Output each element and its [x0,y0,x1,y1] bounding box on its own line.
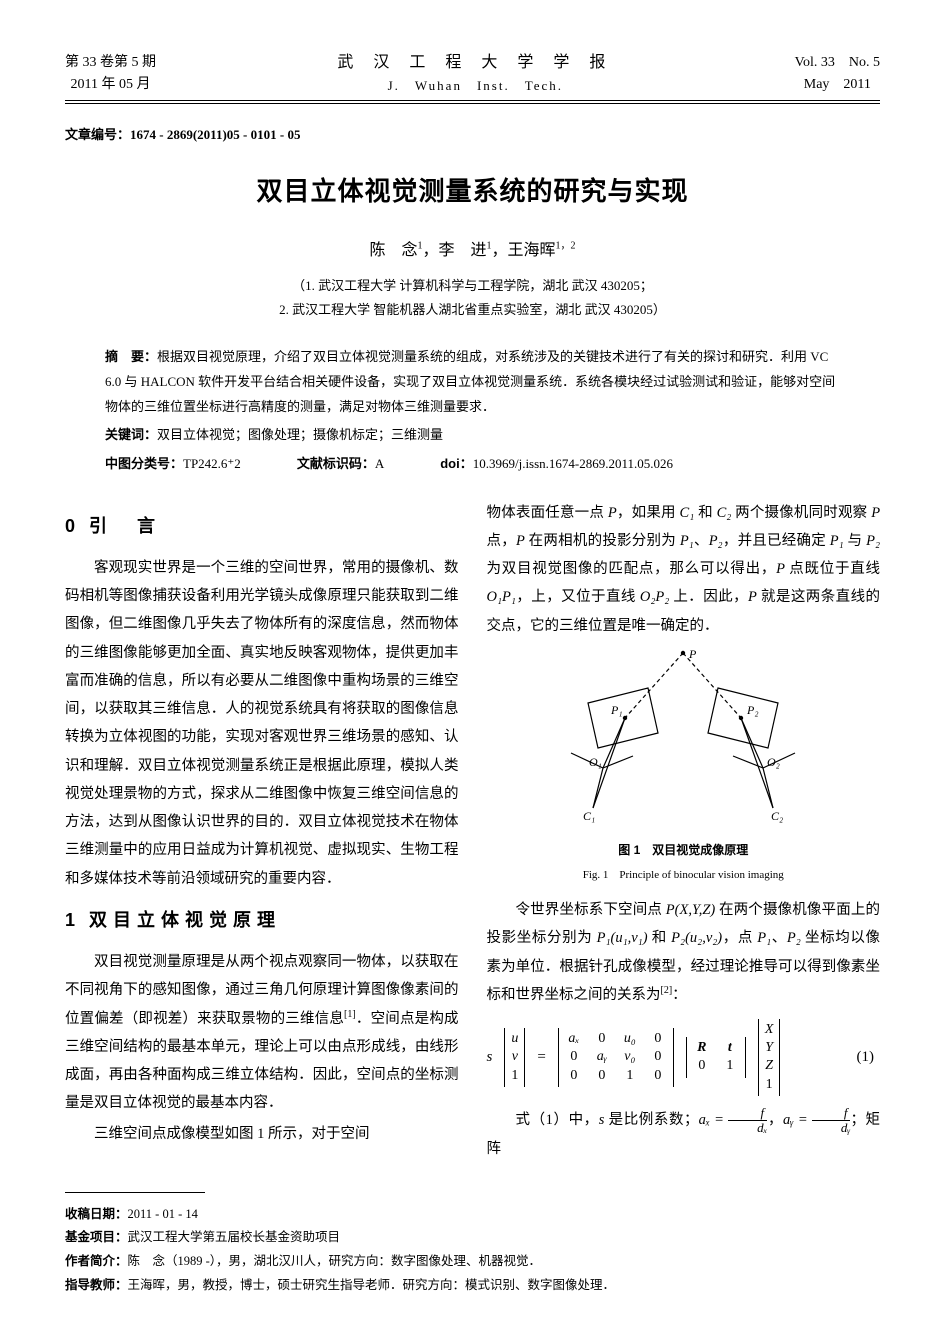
s1-paragraph-1: 双目视觉测量原理是从两个视点观察同一物体，以获取在不同视角下的感知图像，通过三角… [65,948,459,1118]
section-0-head: 0引 言 [65,509,459,544]
header-center: 武 汉 工 程 大 学 学 报 J. Wuhan Inst. Tech. [337,50,613,96]
affiliation-2: 2. 武汉工程大学 智能机器人湖北省重点实验室，湖北 武汉 430205） [65,298,880,321]
page-root: 第 33 卷第 5 期 2011 年 05 月 武 汉 工 程 大 学 学 报 … [0,0,945,1338]
eq1-s: s [487,1043,493,1072]
vol-issue-en: Vol. 33 No. 5 [795,52,880,74]
eq1-uv-vector: u v 1 [504,1028,525,1087]
keywords-row: 关键词：双目立体视觉；图像处理；摄像机标定；三维测量 [105,423,840,448]
affiliation-1: （1. 武汉工程大学 计算机科学与工程学院，湖北 武汉 430205； [65,274,880,297]
eq1-equals: = [537,1043,545,1072]
keywords-text: 双目立体视觉；图像处理；摄像机标定；三维测量 [157,427,443,442]
fig1-label-P: P [688,648,697,661]
eq1-world-vector: X Y Z 1 [758,1019,781,1096]
article-id-label: 文章编号： [65,127,130,142]
figure-1-caption-cn: 图 1 双目视觉成像原理 [487,839,881,862]
figure-1-svg: P P₁ P₂ O₁ O₂ C₁ C₂ [533,648,833,823]
doc-code: 文献标识码：A [297,452,384,477]
left-column: 0引 言 客观现实世界是一个三维的空间世界，常用的摄像机、数码相机等图像捕获设备… [65,499,459,1166]
frac-ax: fdₓ [728,1106,767,1136]
vol-issue-cn: 第 33 卷第 5 期 [65,52,156,74]
classification-row: 中图分类号：TP242.6⁺2 文献标识码：A doi：10.3969/j.is… [105,452,840,477]
citation-2: [2] [661,985,673,996]
article-id-value: 1674 - 2869(2011)05 - 0101 - 05 [130,127,300,142]
footnote-author: 作者简介：陈 念（1989 -），男，湖北汉川人，研究方向：数字图像处理、机器视… [65,1250,880,1274]
abstract-text: 根据双目视觉原理，介绍了双目立体视觉测量系统的组成，对系统涉及的关键技术进行了有… [105,349,835,413]
journal-name-cn: 武 汉 工 程 大 学 学 报 [337,50,613,76]
date-cn: 2011 年 05 月 [65,74,156,96]
intro-paragraph: 客观现实世界是一个三维的空间世界，常用的摄像机、数码相机等图像捕获设备利用光学镜… [65,554,459,893]
article-id-line: 文章编号：1674 - 2869(2011)05 - 0101 - 05 [65,124,880,143]
right-column: 物体表面任意一点 P，如果用 C₁ 和 C₂ 两个摄像机同时观察 P 点，P 在… [487,499,881,1166]
doi: doi：10.3969/j.issn.1674-2869.2011.05.026 [440,452,673,477]
eq1-rt-matrix: Rt 01 [686,1037,746,1077]
footnote-advisor: 指导教师：王海晖，男，教授，博士，硕士研究生指导老师．研究方向：模式识别、数字图… [65,1274,880,1298]
journal-name-en: J. Wuhan Inst. Tech. [337,76,613,97]
figure-1: P P₁ P₂ O₁ O₂ C₁ C₂ 图 1 双目视觉成像原理 Fig. 1 … [487,648,881,886]
citation-1: [1] [344,1009,356,1020]
s1-paragraph-2: 三维空间点成像模型如图 1 所示，对于空间 [65,1120,459,1148]
frac-ay: fdᵧ [812,1106,851,1136]
figure-1-caption-en: Fig. 1 Principle of binocular vision ima… [487,865,881,886]
paper-title: 双目立体视觉测量系统的研究与实现 [65,171,880,208]
running-header: 第 33 卷第 5 期 2011 年 05 月 武 汉 工 程 大 学 学 报 … [65,50,880,101]
date-en: May 2011 [795,74,880,96]
right-paragraph-1: 物体表面任意一点 P，如果用 C₁ 和 C₂ 两个摄像机同时观察 P 点，P 在… [487,499,881,640]
fig1-label-C1: C₁ [583,809,595,823]
equation-1: s u v 1 = aₓ0u₀0 0aᵧv₀0 0010 Rt 01 X [487,1019,881,1096]
fig1-label-P2: P₂ [746,703,759,717]
header-right: Vol. 33 No. 5 May 2011 [795,52,880,97]
abstract-label: 摘 要： [105,349,157,364]
class-no: 中图分类号：TP242.6⁺2 [105,452,241,477]
affiliations-block: （1. 武汉工程大学 计算机科学与工程学院，湖北 武汉 430205； 2. 武… [65,274,880,321]
fig1-label-C2: C₂ [771,809,783,823]
fig1-label-O1: O₁ [589,755,602,769]
body-columns: 0引 言 客观现实世界是一个三维的空间世界，常用的摄像机、数码相机等图像捕获设备… [65,499,880,1166]
fig1-label-O2: O₂ [767,755,780,769]
fig1-label-P1: P₁ [610,703,623,717]
abstract-row: 摘 要：根据双目视觉原理，介绍了双目立体视觉测量系统的组成，对系统涉及的关键技术… [105,345,840,419]
footnote-fund: 基金项目：武汉工程大学第五届校长基金资助项目 [65,1226,880,1250]
authors-line: 陈 念1，李 进1，王海晖1，2 [65,236,880,260]
eq1-intrinsic-matrix: aₓ0u₀0 0aᵧv₀0 0010 [558,1028,674,1087]
footnote-received: 收稿日期：2011 - 01 - 14 [65,1203,880,1227]
section-1-title: 双目立体视觉原理 [89,910,281,930]
section-0-title: 引 言 [89,516,161,536]
right-paragraph-2: 令世界坐标系下空间点 P(X,Y,Z) 在两个摄像机像平面上的投影坐标分别为 P… [487,896,881,1009]
keywords-label: 关键词： [105,427,157,442]
footnote-separator [65,1192,205,1193]
footnotes-block: 收稿日期：2011 - 01 - 14 基金项目：武汉工程大学第五届校长基金资助… [65,1203,880,1298]
section-0-num: 0 [65,509,89,544]
header-left: 第 33 卷第 5 期 2011 年 05 月 [65,52,156,97]
abstract-block: 摘 要：根据双目视觉原理，介绍了双目立体视觉测量系统的组成，对系统涉及的关键技术… [105,345,840,476]
eq1-number: (1) [857,1043,881,1072]
section-1-num: 1 [65,903,89,938]
section-1-head: 1双目立体视觉原理 [65,903,459,938]
header-rule [65,103,880,104]
eq1-followup: 式（1）中，s 是比例系数；aₓ = fdₓ，aᵧ = fdᵧ；矩阵 [487,1106,881,1164]
